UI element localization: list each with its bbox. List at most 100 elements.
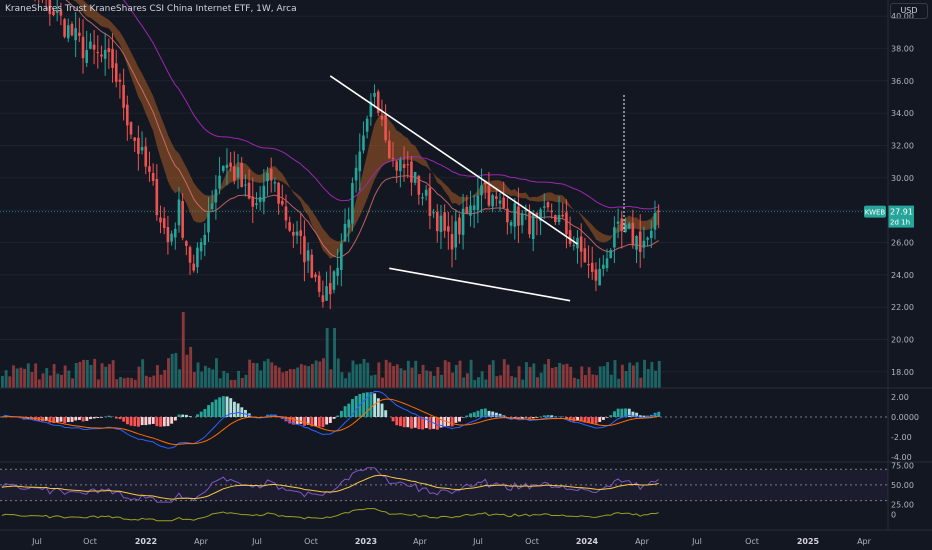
volume-bar <box>189 346 193 388</box>
time-tick-label: Oct <box>304 537 318 546</box>
volume-bar <box>274 365 277 388</box>
volume-bar <box>451 372 455 388</box>
candle <box>133 137 136 153</box>
macd-histogram-bar <box>406 417 410 428</box>
macd-histogram-bar <box>539 416 543 417</box>
candle <box>380 99 384 127</box>
time-tick-label: 2025 <box>797 537 820 546</box>
volume-bar <box>163 369 167 388</box>
candle <box>273 177 277 193</box>
candle <box>114 49 118 88</box>
macd-histogram-bar <box>225 396 229 417</box>
macd-histogram-bar <box>299 417 303 424</box>
macd-histogram-bar <box>85 417 89 421</box>
volume-bar <box>480 371 484 388</box>
ma-line-purple <box>122 0 659 210</box>
volume-bar <box>550 367 554 388</box>
macd-histogram-bar <box>410 417 413 429</box>
price-tick-label: 30.00 <box>891 174 914 183</box>
volume-bar <box>635 362 639 388</box>
candle <box>613 216 616 264</box>
price-grid <box>0 15 888 373</box>
candle <box>188 245 192 275</box>
volume-bar <box>303 365 307 388</box>
candle <box>225 148 229 186</box>
macd-histogram-bar <box>631 411 635 417</box>
candle <box>572 236 576 251</box>
candle <box>111 33 114 83</box>
currency-button[interactable]: USD <box>890 3 928 19</box>
price-tick-label: 34.00 <box>891 109 914 118</box>
candle <box>413 171 417 186</box>
candle <box>395 160 398 183</box>
macd-histogram-bar <box>443 417 447 428</box>
volume-bar <box>613 360 617 388</box>
candle <box>602 255 605 277</box>
time-tick-label: Jul <box>251 537 262 546</box>
macd-histogram-bar <box>472 412 476 417</box>
volume-bar <box>30 372 34 388</box>
macd-histogram-bar <box>214 399 218 417</box>
time-tick-label: Apr <box>194 537 209 546</box>
macd-tick-label: -2.00 <box>891 433 912 442</box>
macd-histogram-bar <box>343 406 347 417</box>
candles <box>34 0 660 310</box>
candle <box>458 213 461 244</box>
candle <box>336 248 339 286</box>
rsi-band <box>0 469 888 501</box>
macd-histogram-bar <box>148 417 151 425</box>
volume-bar <box>71 378 74 388</box>
volume-bar <box>617 378 621 388</box>
candle <box>627 221 631 230</box>
volume-bar <box>643 359 646 388</box>
volume-bar <box>281 372 285 388</box>
macd-histogram-bar <box>48 417 52 423</box>
volume-bar <box>602 366 606 388</box>
time-tick-label: Jul <box>472 537 483 546</box>
volume-bar <box>569 366 573 388</box>
time-tick-label: Apr <box>857 537 872 546</box>
volume-bar <box>23 368 27 388</box>
candle <box>122 68 125 121</box>
candle <box>439 204 443 250</box>
volume-bar <box>609 374 613 388</box>
macd-histogram-bar <box>590 417 594 424</box>
candle <box>262 169 266 215</box>
volume-bar <box>133 379 137 388</box>
candle <box>107 38 111 69</box>
macd-histogram-bar <box>96 417 100 418</box>
macd-histogram-bar <box>565 417 568 419</box>
volume-bar <box>137 366 141 388</box>
candle <box>550 203 553 219</box>
macd-histogram-bar <box>328 417 332 423</box>
candle <box>487 171 491 208</box>
volume-bar <box>528 366 532 388</box>
volume-bar <box>262 361 266 388</box>
candle <box>365 115 369 139</box>
volume-bar <box>52 364 56 388</box>
candle <box>214 175 218 220</box>
macd-histogram-bar <box>365 392 369 417</box>
candle <box>605 248 609 272</box>
volume-bar <box>196 362 200 388</box>
macd-histogram-bar <box>89 417 92 420</box>
volume-bar <box>292 369 296 388</box>
macd-histogram-bar <box>170 417 174 424</box>
macd-histogram-bar <box>657 411 661 417</box>
candle <box>447 211 450 250</box>
macd-histogram-bar <box>494 412 498 417</box>
macd-histogram-bar <box>572 417 576 422</box>
volume-bar <box>421 364 425 388</box>
volume-bar <box>543 364 547 388</box>
volume-bar <box>654 370 658 388</box>
candle <box>203 223 207 257</box>
macd-histogram-bar <box>487 410 491 417</box>
candle <box>247 169 251 200</box>
candle <box>347 207 351 243</box>
macd-histogram-bar <box>44 417 48 422</box>
volume-bar <box>155 365 159 388</box>
volume-oscillator-line <box>1 508 659 522</box>
macd-histogram-bar <box>369 392 373 417</box>
candle <box>561 202 565 219</box>
